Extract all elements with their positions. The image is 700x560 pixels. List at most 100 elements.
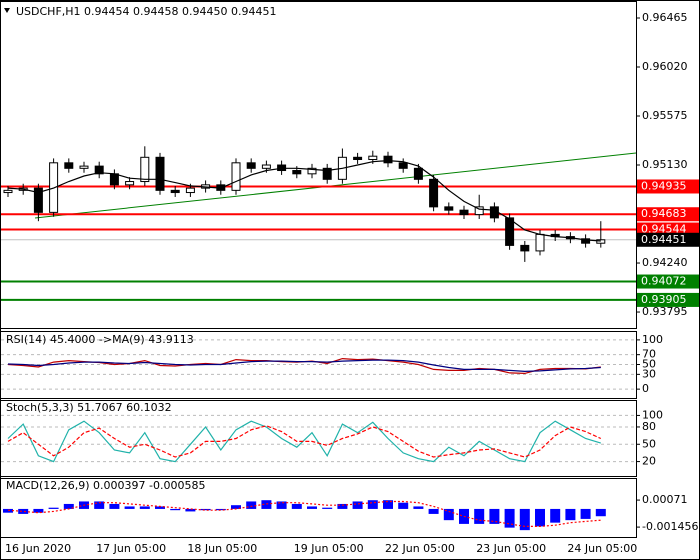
macd-bar (565, 508, 576, 521)
y-tick-label: 0.94240 (642, 256, 688, 269)
y-tick-label: 0.96465 (642, 11, 688, 24)
macd-bar (109, 503, 120, 509)
macd-bar (185, 508, 196, 512)
macd-bar (139, 506, 150, 509)
y-tick-label: 30 (642, 367, 656, 380)
macd-bar (474, 508, 485, 524)
macd-bar (3, 508, 13, 513)
candle-body (368, 155, 378, 161)
candle-body (292, 170, 302, 175)
candle-body (155, 156, 165, 191)
x-tick-label: 17 Jun 05:00 (96, 542, 166, 555)
y-tick-label: 50 (642, 437, 656, 450)
candle-body (581, 238, 591, 244)
macd-bar (291, 503, 302, 509)
macd-bar (63, 503, 74, 509)
candle-body (383, 155, 393, 164)
x-tick-label: 24 Jun 05:00 (567, 542, 637, 555)
candle-body (261, 164, 271, 169)
y-tick-label: 0.00071 (642, 493, 688, 506)
macd-bar (398, 502, 409, 509)
macd-bar (489, 508, 500, 524)
candle-body (322, 167, 332, 180)
candle-body (444, 206, 454, 211)
candle-body (398, 162, 408, 169)
candle-body (307, 167, 317, 175)
candle-body (474, 206, 484, 216)
x-tick-label: 19 Jun 05:00 (294, 542, 364, 555)
level-label-box (637, 179, 699, 194)
candle-body (429, 178, 439, 208)
y-tick-label: 0.95130 (642, 158, 688, 171)
candle-body (94, 165, 104, 175)
macd-pane (0, 478, 637, 538)
indicator-line (7, 359, 601, 373)
macd-bar (535, 508, 545, 527)
macd-bar (276, 501, 287, 509)
macd-bar (428, 508, 439, 514)
macd-bar (307, 506, 317, 509)
macd-bar (413, 506, 424, 509)
macd-bar (504, 508, 515, 528)
level-label-box (637, 292, 699, 307)
macd-bar (519, 508, 530, 531)
candle-body (231, 162, 241, 191)
last-price-label: 0.94451 (641, 233, 687, 246)
macd-bar (550, 508, 561, 523)
macd-bar (595, 508, 606, 517)
level-label: 0.94935 (641, 179, 687, 192)
x-tick-label: 18 Jun 05:00 (187, 542, 257, 555)
y-tick-label: 20 (642, 455, 656, 468)
pane-title: RSI(14) 45.4000 ->MA(9) 43.9113 (6, 333, 194, 346)
level-label: 0.93905 (641, 293, 687, 306)
stoch-pane (0, 400, 637, 477)
macd-bar (352, 501, 363, 509)
y-tick-label: 0.95575 (642, 109, 688, 122)
level-label: 0.94683 (641, 207, 687, 220)
y-tick-label: 50 (642, 358, 656, 371)
y-tick-label: -0.001456 (642, 520, 698, 533)
candle-body (185, 187, 195, 194)
macd-bar (383, 500, 393, 509)
level-label: 0.94072 (641, 275, 687, 288)
last-price-box (637, 232, 699, 247)
macd-bar (33, 508, 44, 513)
macd-bar (246, 501, 257, 509)
level-label-box (637, 207, 699, 222)
x-tick-label: 16 Jun 2020 (5, 542, 71, 555)
macd-bar (48, 507, 59, 509)
indicator-line (7, 420, 601, 463)
candle-body (79, 165, 89, 169)
candle-body (33, 187, 43, 213)
macd-bar (94, 501, 105, 509)
y-tick-label: 70 (642, 348, 656, 361)
candle-body (596, 239, 606, 244)
macd-bar (261, 500, 272, 509)
menu-arrow[interactable] (4, 8, 10, 13)
macd-bar (170, 508, 181, 511)
pane-title: MACD(12,26,9) 0.000397 -0.000585 (6, 479, 205, 492)
macd-bar (443, 508, 454, 521)
candle-body (353, 156, 363, 161)
candle-body (505, 217, 515, 246)
y-tick-label: 100 (642, 408, 663, 421)
candle-body (64, 162, 74, 169)
indicator-line (7, 159, 601, 242)
macd-bar (124, 506, 135, 509)
candle-body (459, 209, 469, 216)
y-tick-label: 100 (642, 333, 663, 346)
candle-body (140, 156, 150, 183)
y-tick-label: 0.96020 (642, 60, 688, 73)
level-label-box (637, 274, 699, 289)
macd-bar (580, 508, 591, 519)
y-tick-label: 80 (642, 420, 656, 433)
level-label: 0.94544 (641, 223, 687, 236)
x-tick-label: 22 Jun 05:00 (385, 542, 455, 555)
pane-title: Stoch(5,3,3) 51.7067 60.1032 (6, 401, 172, 414)
candle-body (125, 181, 135, 186)
pane-title: USDCHF,H1 0.94454 0.94458 0.94450 0.9445… (16, 5, 277, 18)
y-tick-label: 0.93795 (642, 305, 688, 318)
candle-body (535, 233, 545, 252)
